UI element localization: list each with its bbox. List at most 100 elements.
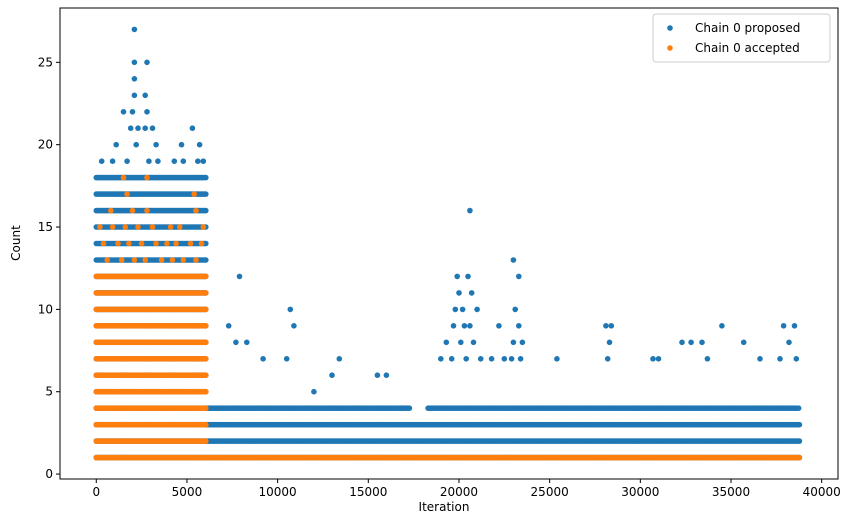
x-axis-label: Iteration (419, 500, 470, 514)
proposed-point (786, 339, 792, 346)
proposed-point (793, 356, 800, 362)
y-tick-label: 10 (38, 302, 53, 316)
accepted-point (122, 224, 129, 230)
proposed-point (510, 339, 517, 346)
accepted-point (187, 240, 194, 247)
proposed-point (470, 339, 477, 346)
accepted-point (108, 207, 114, 214)
proposed-point (287, 306, 294, 313)
accepted-point (198, 240, 205, 247)
proposed-point (374, 372, 381, 379)
proposed-point (135, 125, 141, 131)
proposed-point (467, 323, 473, 329)
accepted-point (97, 224, 103, 230)
accepted-point (129, 207, 136, 214)
proposed-point (142, 92, 148, 99)
accepted-point (142, 257, 148, 263)
accepted-point (138, 240, 145, 247)
proposed-point (448, 356, 455, 362)
accepted-point (126, 240, 132, 247)
proposed-point (178, 141, 185, 148)
proposed-point (510, 257, 517, 263)
accepted-point (203, 273, 209, 280)
x-tick-label: 0 (92, 485, 100, 499)
proposed-point (516, 323, 522, 329)
accepted-point (109, 224, 116, 230)
x-tick-label: 5000 (172, 485, 203, 499)
accepted-point (118, 257, 125, 263)
x-tick-label: 40000 (803, 485, 841, 499)
proposed-point (456, 290, 462, 296)
proposed-point (516, 273, 522, 280)
proposed-point (98, 158, 105, 164)
proposed-point (203, 257, 209, 263)
proposed-point (203, 240, 209, 247)
proposed-point (142, 125, 148, 131)
proposed-point (791, 323, 798, 329)
proposed-point (149, 125, 156, 131)
proposed-point (679, 339, 685, 346)
proposed-point (200, 158, 207, 164)
proposed-point (155, 158, 161, 164)
accepted-point (164, 240, 170, 247)
accepted-point (124, 191, 130, 197)
proposed-point (225, 323, 232, 329)
accepted-point (153, 240, 159, 247)
proposed-point (452, 306, 459, 313)
proposed-point (608, 323, 615, 329)
proposed-point (244, 339, 250, 346)
accepted-point (203, 421, 209, 428)
legend-label-accepted: Chain 0 accepted (695, 41, 800, 55)
proposed-point (740, 339, 747, 346)
accepted-point (203, 323, 209, 329)
proposed-point (144, 109, 150, 115)
proposed-point (189, 125, 196, 131)
accepted-point (203, 339, 209, 346)
proposed-point (554, 356, 560, 362)
proposed-point (291, 323, 297, 329)
accepted-point (135, 224, 141, 230)
x-tick-label: 10000 (259, 485, 297, 499)
proposed-point (454, 273, 461, 280)
accepted-point (203, 388, 209, 395)
y-tick-label: 25 (38, 55, 53, 69)
proposed-point (777, 356, 783, 362)
proposed-point (467, 207, 473, 214)
proposed-point (519, 339, 526, 346)
proposed-point (496, 323, 502, 329)
proposed-point (180, 158, 187, 164)
y-tick-label: 15 (38, 220, 53, 234)
legend-box (652, 13, 831, 63)
accepted-point (169, 257, 176, 263)
proposed-point (512, 306, 518, 313)
proposed-point (461, 323, 468, 329)
legend-marker-accepted (667, 45, 673, 51)
proposed-point (450, 323, 457, 329)
proposed-point (383, 372, 390, 379)
proposed-point (131, 26, 138, 33)
x-tick-label: 20000 (440, 485, 478, 499)
proposed-point (508, 356, 515, 362)
accepted-point (144, 174, 150, 181)
proposed-point (203, 191, 209, 197)
accepted-point (203, 438, 209, 444)
proposed-point (406, 405, 413, 412)
x-tick-label: 15000 (349, 485, 387, 499)
proposed-point (146, 158, 152, 164)
accepted-point (131, 257, 138, 263)
accepted-point (180, 257, 187, 263)
proposed-point (488, 356, 495, 362)
accepted-point (176, 224, 183, 230)
proposed-point (131, 76, 138, 82)
axis-ticks: 0 5000 10000 15000 20000 25000 30000 35000 40000… (38, 55, 841, 499)
legend-label-proposed: Chain 0 proposed (695, 21, 800, 35)
proposed-point (120, 109, 127, 115)
accepted-point (203, 405, 209, 412)
proposed-point (113, 141, 119, 148)
accepted-point (191, 191, 197, 197)
proposed-point (236, 273, 243, 280)
accepted-point (167, 224, 174, 230)
accepted-point (158, 257, 165, 263)
proposed-point (153, 141, 159, 148)
